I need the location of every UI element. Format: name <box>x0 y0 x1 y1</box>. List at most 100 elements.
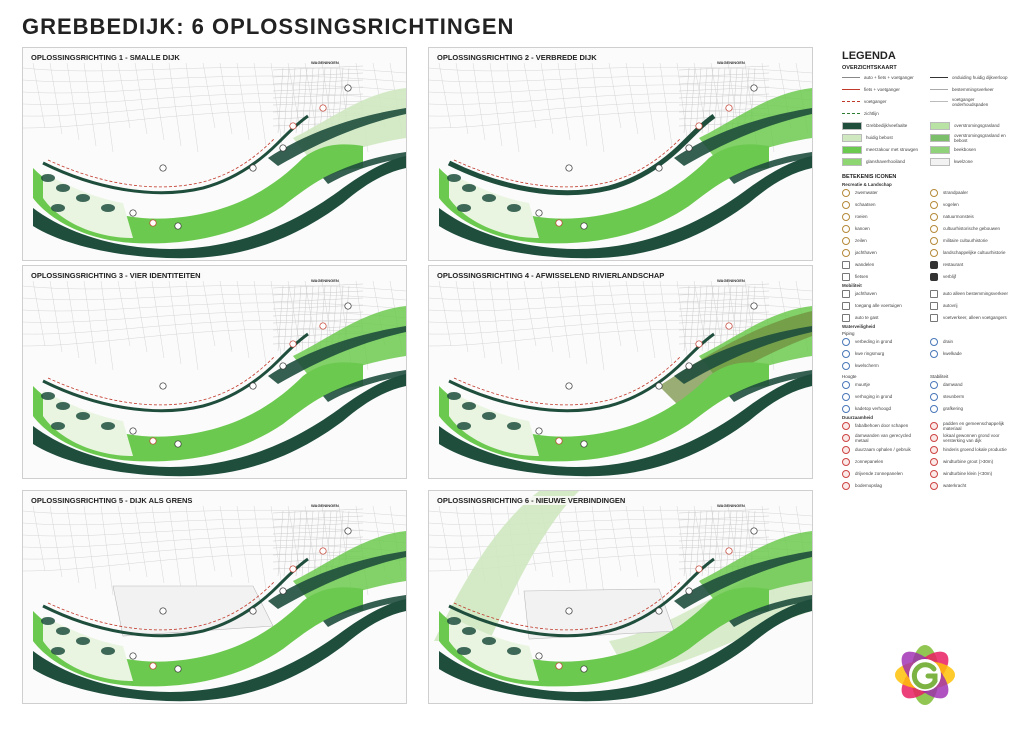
legend-item-label: kwelzone <box>954 159 973 164</box>
parcel-line <box>253 62 267 147</box>
town-street <box>689 67 696 134</box>
legend-item: hinderis groend lokale productie <box>930 445 1012 454</box>
legend-item-label: drijvende zonnepanelen <box>855 471 903 476</box>
town-street <box>678 508 770 514</box>
parcel-line <box>540 62 554 135</box>
town-street <box>277 67 284 134</box>
map-marker-icon <box>695 340 703 348</box>
legend-symbol-icon <box>842 392 850 401</box>
map-marker-icon <box>289 565 297 573</box>
route-line <box>47 355 276 406</box>
map-marker-icon <box>149 437 157 445</box>
town-street <box>683 67 690 134</box>
map-marker-icon <box>685 587 693 595</box>
legend-swatch <box>930 77 948 78</box>
town-street <box>725 285 732 352</box>
legend-symbol-icon <box>842 260 850 269</box>
legend-item: kanoen <box>842 224 924 233</box>
map-marker-icon <box>289 122 297 130</box>
map-overzicht: WAGENINGEN <box>23 266 406 478</box>
map-marker-icon <box>725 104 733 112</box>
legend-symbol-icon <box>842 404 850 413</box>
legend-item: landschappelijke cultuurhistorie <box>930 248 1012 257</box>
town-street <box>678 297 770 303</box>
legend-symbol-icon <box>842 337 850 346</box>
town-street <box>272 536 364 542</box>
map-marker-icon <box>565 607 573 615</box>
route-line <box>453 355 682 406</box>
legend-item: steunberm <box>930 392 1012 401</box>
parcel-line <box>49 280 63 353</box>
parcel-line <box>23 84 406 94</box>
town-street <box>689 510 696 577</box>
map-marker-icon <box>249 382 257 390</box>
town-street <box>272 65 364 71</box>
parcel-line <box>23 75 406 83</box>
legend-symbol-icon <box>930 248 938 257</box>
legend-item-label: kadetop verhoogd <box>855 406 892 411</box>
town-street <box>277 510 284 577</box>
parcel-line <box>455 62 469 135</box>
legend-item: fietsen <box>842 272 924 281</box>
legend-duurzaam-list: fabalbehoen door schapen padden en gemeen… <box>842 421 1012 490</box>
town-street <box>719 510 726 577</box>
legend-item-label: zichtlijn <box>864 111 879 116</box>
town-street <box>272 72 364 78</box>
parcel-line <box>236 280 250 359</box>
map-marker-icon <box>129 652 137 660</box>
bank-cluster <box>507 204 521 212</box>
legend-symbol-icon <box>842 212 850 221</box>
parcel-line <box>429 75 812 83</box>
town-street <box>701 510 708 577</box>
parcel-line <box>219 62 233 135</box>
legend-item-label: waterkracht <box>943 483 967 488</box>
legend-item: beekbosen <box>930 145 1012 154</box>
town-street <box>725 510 732 577</box>
bank-cluster <box>41 174 55 182</box>
legend-heading-piping: Piping <box>842 331 855 336</box>
parcel-line <box>429 102 812 117</box>
map-marker-icon <box>279 587 287 595</box>
map-marker-icon <box>580 440 588 448</box>
parcel-line <box>151 280 165 359</box>
parcel-line <box>429 110 812 129</box>
dike-strip <box>729 370 812 402</box>
legend-swatch <box>930 157 950 166</box>
legend-item-label: hinderis groend lokale productie <box>943 447 1007 452</box>
parcel-line <box>557 280 571 359</box>
legend-item-label: bodemopslag <box>855 483 883 488</box>
dike-strip <box>729 595 812 627</box>
legend-item-label: fietsen <box>855 274 869 279</box>
parcel-line <box>23 518 406 526</box>
map-marker-icon <box>725 547 733 555</box>
legend-item: voetganger <box>842 97 924 106</box>
parcel-line <box>66 62 80 141</box>
dike-line <box>42 557 309 638</box>
map-marker-icon <box>695 122 703 130</box>
legend-swatch <box>842 89 860 90</box>
map-marker-icon <box>174 440 182 448</box>
legend-item-label: kwelkade <box>943 351 962 356</box>
town-street <box>289 67 296 134</box>
legend-item: kwelzone <box>930 157 1012 166</box>
map-marker-icon <box>279 362 287 370</box>
parcel-line <box>625 62 639 135</box>
bank-cluster <box>447 392 461 400</box>
town-street <box>713 510 720 577</box>
parcel-line <box>693 280 707 347</box>
legend-item: wandelen <box>842 260 924 269</box>
legend-symbol-icon <box>930 313 938 322</box>
river-edge-band <box>33 156 406 259</box>
dike-line <box>447 113 716 196</box>
legend-title: LEGENDA <box>842 50 896 62</box>
legend-item-label: natuurmonsteis <box>943 214 974 219</box>
map-marker-icon <box>344 302 352 310</box>
legend-item: damwanden van gerecycled metaal <box>842 433 924 443</box>
legend-item-label: verbeding in grond <box>855 339 893 344</box>
legend-item-label: padden en gemeenschappelijk materiaal <box>943 420 1005 431</box>
legend-item-label: kanoen <box>855 226 870 231</box>
town-label: WAGENINGEN <box>311 60 339 65</box>
parcel-line <box>287 280 301 347</box>
town-street <box>272 522 364 528</box>
town-street <box>678 100 770 106</box>
